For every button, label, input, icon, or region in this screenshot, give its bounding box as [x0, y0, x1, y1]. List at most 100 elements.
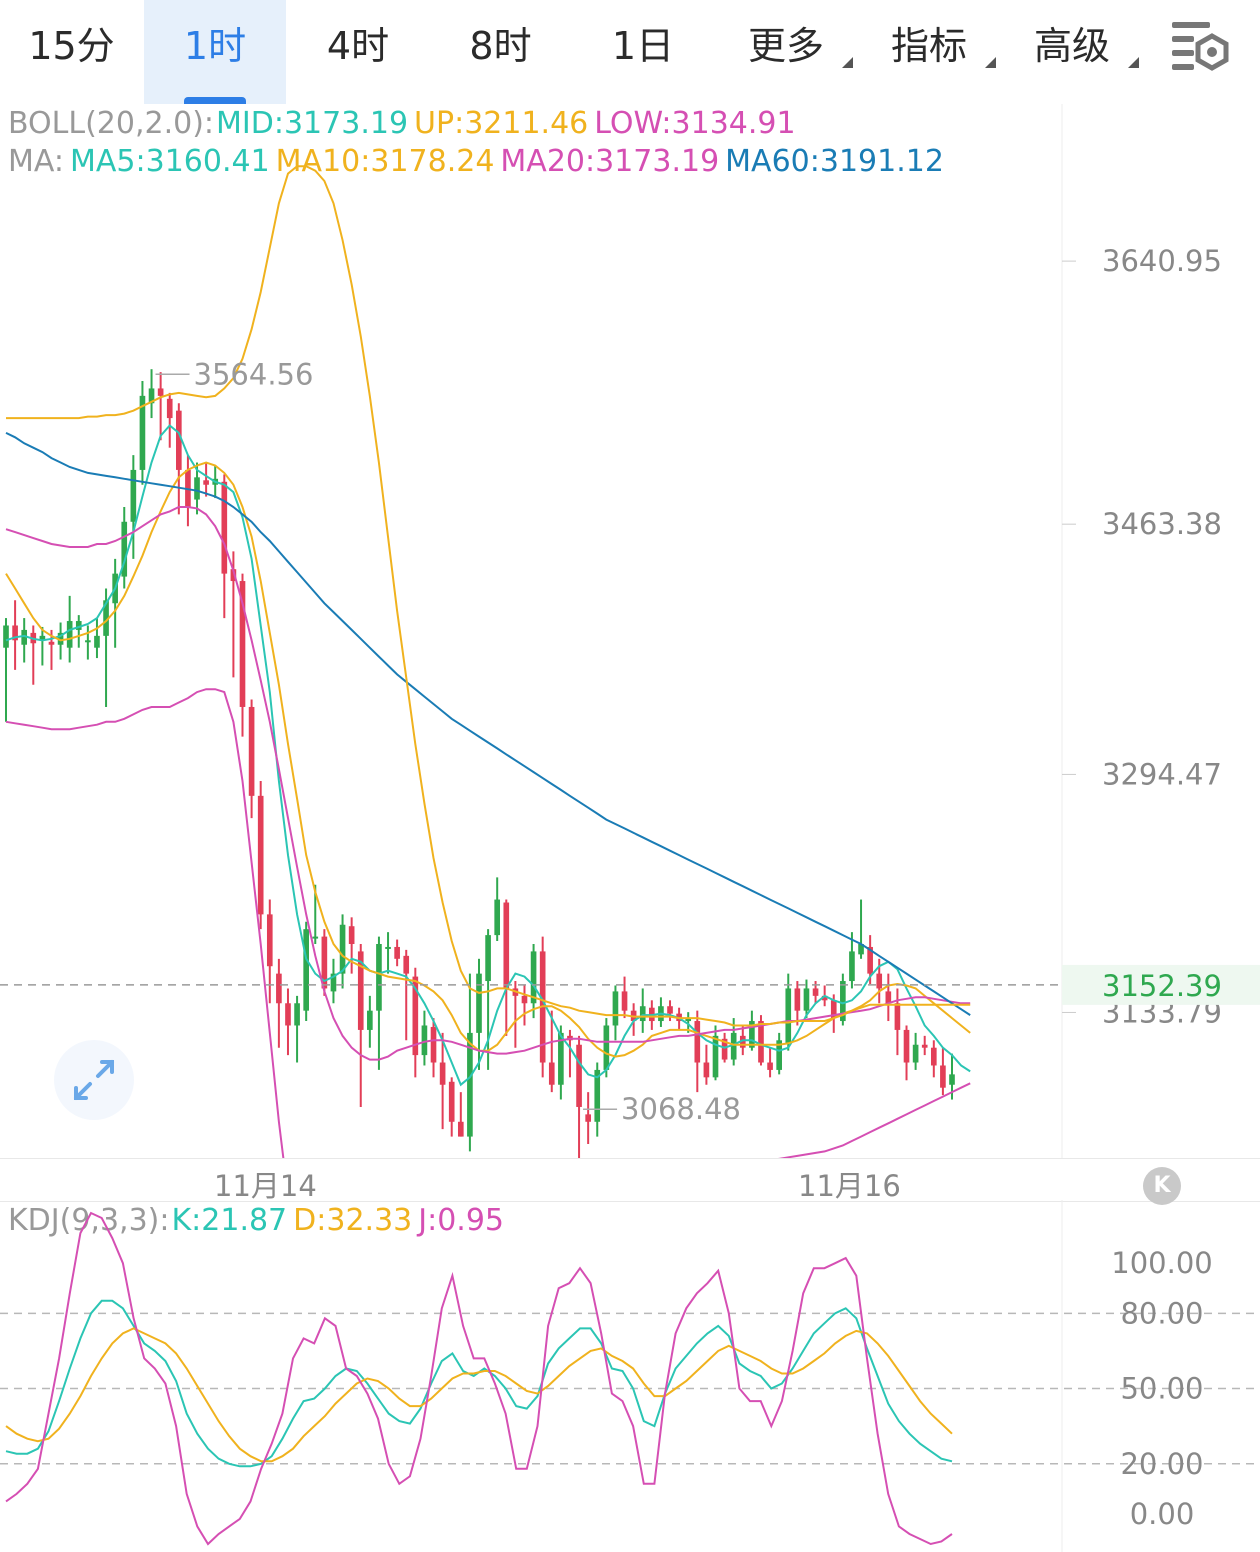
candle-body [121, 521, 128, 577]
candle-body [3, 625, 9, 648]
ma5-value: MA5:3160.41 [70, 144, 270, 179]
candle-body [503, 902, 510, 989]
candle-body [903, 1029, 910, 1063]
candle [357, 944, 364, 1107]
tab-6[interactable]: 指标 [858, 0, 1000, 104]
boll-mid-value: MID:3173.19 [216, 106, 409, 141]
candle-body [103, 600, 109, 636]
series-line-ma5 [5, 424, 971, 1087]
candle-body [703, 1062, 710, 1078]
candle [858, 899, 864, 959]
candle-body [876, 973, 883, 989]
active-tab-indicator [184, 97, 246, 104]
candle [703, 1044, 710, 1085]
candle-body [276, 973, 282, 1004]
kdj-line-k [5, 1299, 953, 1468]
kdj-y-tick-label: 50.00 [1120, 1372, 1203, 1406]
candle-body [157, 388, 164, 396]
date-label-1: 11月16 [798, 1169, 901, 1203]
candle-body [921, 1044, 928, 1048]
candle [339, 914, 346, 989]
tab-0[interactable]: 15分 [0, 0, 143, 104]
candle-body [394, 946, 400, 959]
tab-label: 1时 [183, 24, 247, 68]
expand-chart-button[interactable] [54, 1040, 134, 1120]
tab-label: 15分 [28, 24, 115, 68]
candle-body [66, 621, 73, 648]
candle [21, 618, 28, 663]
candle-body [257, 795, 264, 915]
candle-body [321, 936, 328, 989]
candle-body [821, 995, 828, 1001]
chart-settings-icon[interactable] [1166, 14, 1234, 78]
date-axis: 11月14 11月16 [0, 1158, 1260, 1203]
y-tick-label: 3463.38 [1102, 507, 1222, 541]
candle-body [949, 1074, 955, 1085]
candle-body [721, 1038, 728, 1060]
candle [558, 1025, 564, 1100]
series-line-low [5, 688, 971, 1158]
candle-body [85, 640, 91, 643]
candle-body [885, 991, 892, 1004]
candle-body [376, 944, 382, 1011]
candle-body [312, 936, 319, 939]
tab-1[interactable]: 1时 [144, 0, 286, 104]
candle [548, 1010, 555, 1093]
candle-body [385, 946, 391, 949]
candle-body [585, 1114, 591, 1122]
candle [3, 618, 9, 722]
candle-body [548, 1062, 555, 1085]
boll-legend: BOLL(20,2.0):MID:3173.19 UP:3211.46 LOW:31… [8, 106, 802, 141]
boll-low-value: LOW:3134.91 [594, 106, 796, 141]
candle [39, 626, 46, 666]
candle [276, 958, 282, 1048]
candle-body [39, 635, 46, 641]
candle [394, 939, 400, 967]
candle [139, 381, 146, 485]
candle-body [57, 632, 64, 645]
candle-body [758, 1021, 764, 1063]
candle-body [485, 935, 491, 982]
timeframe-tabs: 15分 1时 4时 8时 1日 更多 指标 高级 [0, 0, 1260, 104]
price-chart[interactable]: 3640.953463.383294.473133.793152.393564.… [0, 104, 1260, 1158]
candle [794, 981, 801, 1026]
candle-body [576, 1044, 582, 1107]
kdj-y-tick-label: 100.00 [1111, 1246, 1212, 1280]
candle [712, 1025, 719, 1081]
series-line-ma10 [5, 461, 971, 1058]
candle [585, 1092, 591, 1144]
candle [30, 625, 37, 685]
k-line-toggle-button[interactable]: K [1143, 1167, 1181, 1205]
kdj-chart[interactable]: 100.00 80.00 50.00 20.00 0.00 [0, 1200, 1260, 1552]
candle-body [467, 1032, 473, 1137]
candle [257, 781, 264, 930]
candle [840, 973, 846, 1026]
candle-body [558, 1032, 564, 1085]
candle [12, 600, 18, 670]
candle [194, 462, 200, 515]
candle [285, 988, 291, 1056]
candle [694, 1010, 701, 1093]
tab-7[interactable]: 高级 [1001, 0, 1143, 104]
candle-body [166, 398, 173, 419]
candle [567, 1029, 573, 1078]
candle [166, 392, 173, 448]
tab-4[interactable]: 1日 [572, 0, 714, 104]
kdj-d-value: D:32.33 [293, 1203, 413, 1238]
candle [940, 1047, 946, 1096]
candle-body [285, 1003, 291, 1026]
candle [521, 985, 528, 1026]
tab-5[interactable]: 更多 [715, 0, 857, 104]
candle-body [330, 973, 337, 992]
candle [348, 917, 355, 974]
candle [885, 973, 892, 1022]
high-annotation: 3564.56 [194, 357, 314, 391]
ma-legend-name: MA: [8, 144, 64, 179]
candle-body [148, 388, 155, 404]
candle-body [439, 1062, 446, 1085]
tab-2[interactable]: 4时 [287, 0, 429, 104]
candle [476, 958, 482, 1070]
candle [467, 973, 473, 1152]
tab-3[interactable]: 8时 [430, 0, 571, 104]
candle-body [603, 1025, 610, 1070]
